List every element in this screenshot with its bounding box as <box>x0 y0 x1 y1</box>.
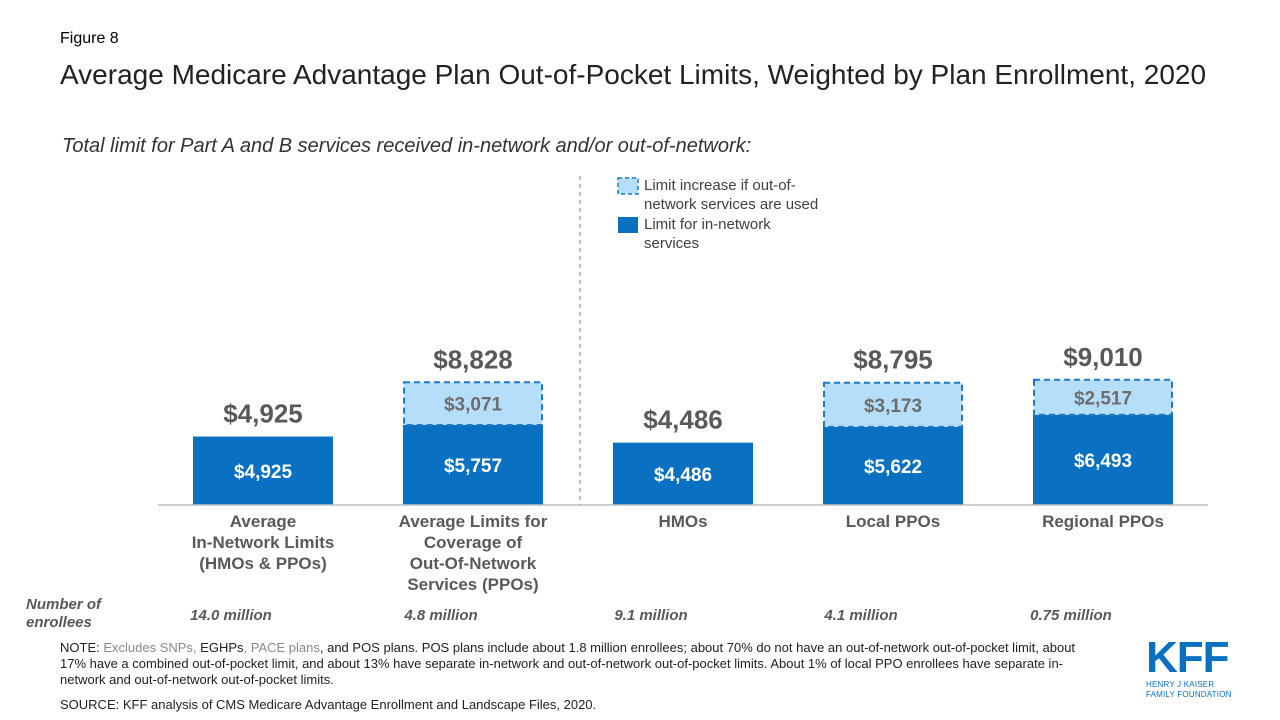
bar-value-label: $5,757 <box>444 456 502 477</box>
bar-total-label: $4,486 <box>643 405 723 435</box>
note-muted-1: Excludes SNPs, <box>103 640 201 655</box>
bar-value-label: $6,493 <box>1074 451 1132 472</box>
bar-in-network <box>1033 414 1173 505</box>
category-label: Average Limits for Coverage of Out-Of-Netw… <box>399 512 548 594</box>
bar-in-network <box>193 436 333 505</box>
category-label: Average In-Network Limits (HMOs & PPOs) <box>192 512 335 573</box>
bar-in-network <box>823 426 963 505</box>
legend-label-line: Limit increase if out-of- <box>644 177 796 194</box>
note-prefix: NOTE: <box>60 640 104 655</box>
legend-swatch-in-network <box>618 217 638 233</box>
kff-logo: KFF HENRY J KAISER FAMILY FOUNDATION <box>1146 636 1246 700</box>
bar-increase-label: $3,071 <box>444 395 503 416</box>
figure-label: Figure 8 <box>60 30 119 47</box>
chart-subtitle: Total limit for Part A and B services re… <box>62 135 752 157</box>
bar-out-of-network-increase <box>403 381 543 426</box>
bar-value-label: $5,622 <box>864 457 922 478</box>
bar-out-of-network-increase <box>823 381 963 428</box>
category-label-line: In-Network Limits <box>192 533 335 552</box>
category-label-line: Average Limits for <box>399 512 548 531</box>
bar-increase-label: $3,173 <box>864 396 922 417</box>
enrollees-value: 9.1 million <box>614 607 687 624</box>
bar-total-label: $4,925 <box>223 399 303 429</box>
logo-mark: KFF <box>1146 633 1230 682</box>
legend-label-line: network services are used <box>644 196 818 213</box>
category-label-line: Local PPOs <box>846 512 940 531</box>
bar-value-label: $4,925 <box>234 462 293 483</box>
legend-swatch-increase <box>617 177 639 195</box>
category-label: HMOs <box>658 512 707 531</box>
category-label-line: Coverage of <box>424 533 523 552</box>
category-label-line: Average <box>230 512 296 531</box>
bar-in-network <box>613 442 753 505</box>
footnote: NOTE: Excludes SNPs, EGHPs, PACE plans, … <box>60 640 1100 688</box>
category-label-line: Regional PPOs <box>1042 512 1164 531</box>
bar-value-label: $4,486 <box>654 465 712 486</box>
enrollees-value: 4.8 million <box>403 607 477 624</box>
legend-label-line: Limit for in-network <box>644 216 771 233</box>
logo-subtitle-2: FAMILY FOUNDATION <box>1146 690 1232 699</box>
bar-out-of-network-increase <box>1033 378 1173 416</box>
category-label: Local PPOs <box>846 512 940 531</box>
bar-in-network <box>403 424 543 505</box>
source-note: SOURCE: KFF analysis of CMS Medicare Adv… <box>60 697 597 712</box>
legend-label-line: services <box>644 235 699 252</box>
bar-increase-label: $2,517 <box>1074 388 1132 409</box>
category-label-line: HMOs <box>658 512 707 531</box>
legend-label-in-network: Limit for in-network services <box>644 216 771 252</box>
legend-label-increase: Limit increase if out-of-network service… <box>644 177 818 213</box>
chart-title: Average Medicare Advantage Plan Out-of-P… <box>60 59 1207 90</box>
category-label: Regional PPOs <box>1042 512 1164 531</box>
bar-total-label: $8,795 <box>853 345 933 375</box>
note-muted-2: , PACE plans <box>243 640 320 655</box>
note-plain-1: EGHPs <box>200 640 244 655</box>
enrollees-heading: Number of enrollees <box>26 596 101 631</box>
category-label-line: (HMOs & PPOs) <box>199 554 327 573</box>
category-label-line: Services (PPOs) <box>407 575 538 594</box>
enrollees-value: 0.75 million <box>1030 607 1112 624</box>
enrollees-value: 4.1 million <box>823 607 897 624</box>
category-label-line: Out-Of-Network <box>410 554 537 573</box>
bar-total-label: $8,828 <box>433 344 513 374</box>
logo-subtitle-1: HENRY J KAISER <box>1146 680 1215 689</box>
enrollees-value: 14.0 million <box>190 607 272 624</box>
note-rest: , and POS plans. POS plans include about… <box>60 640 1076 687</box>
bar-total-label: $9,010 <box>1063 342 1143 372</box>
